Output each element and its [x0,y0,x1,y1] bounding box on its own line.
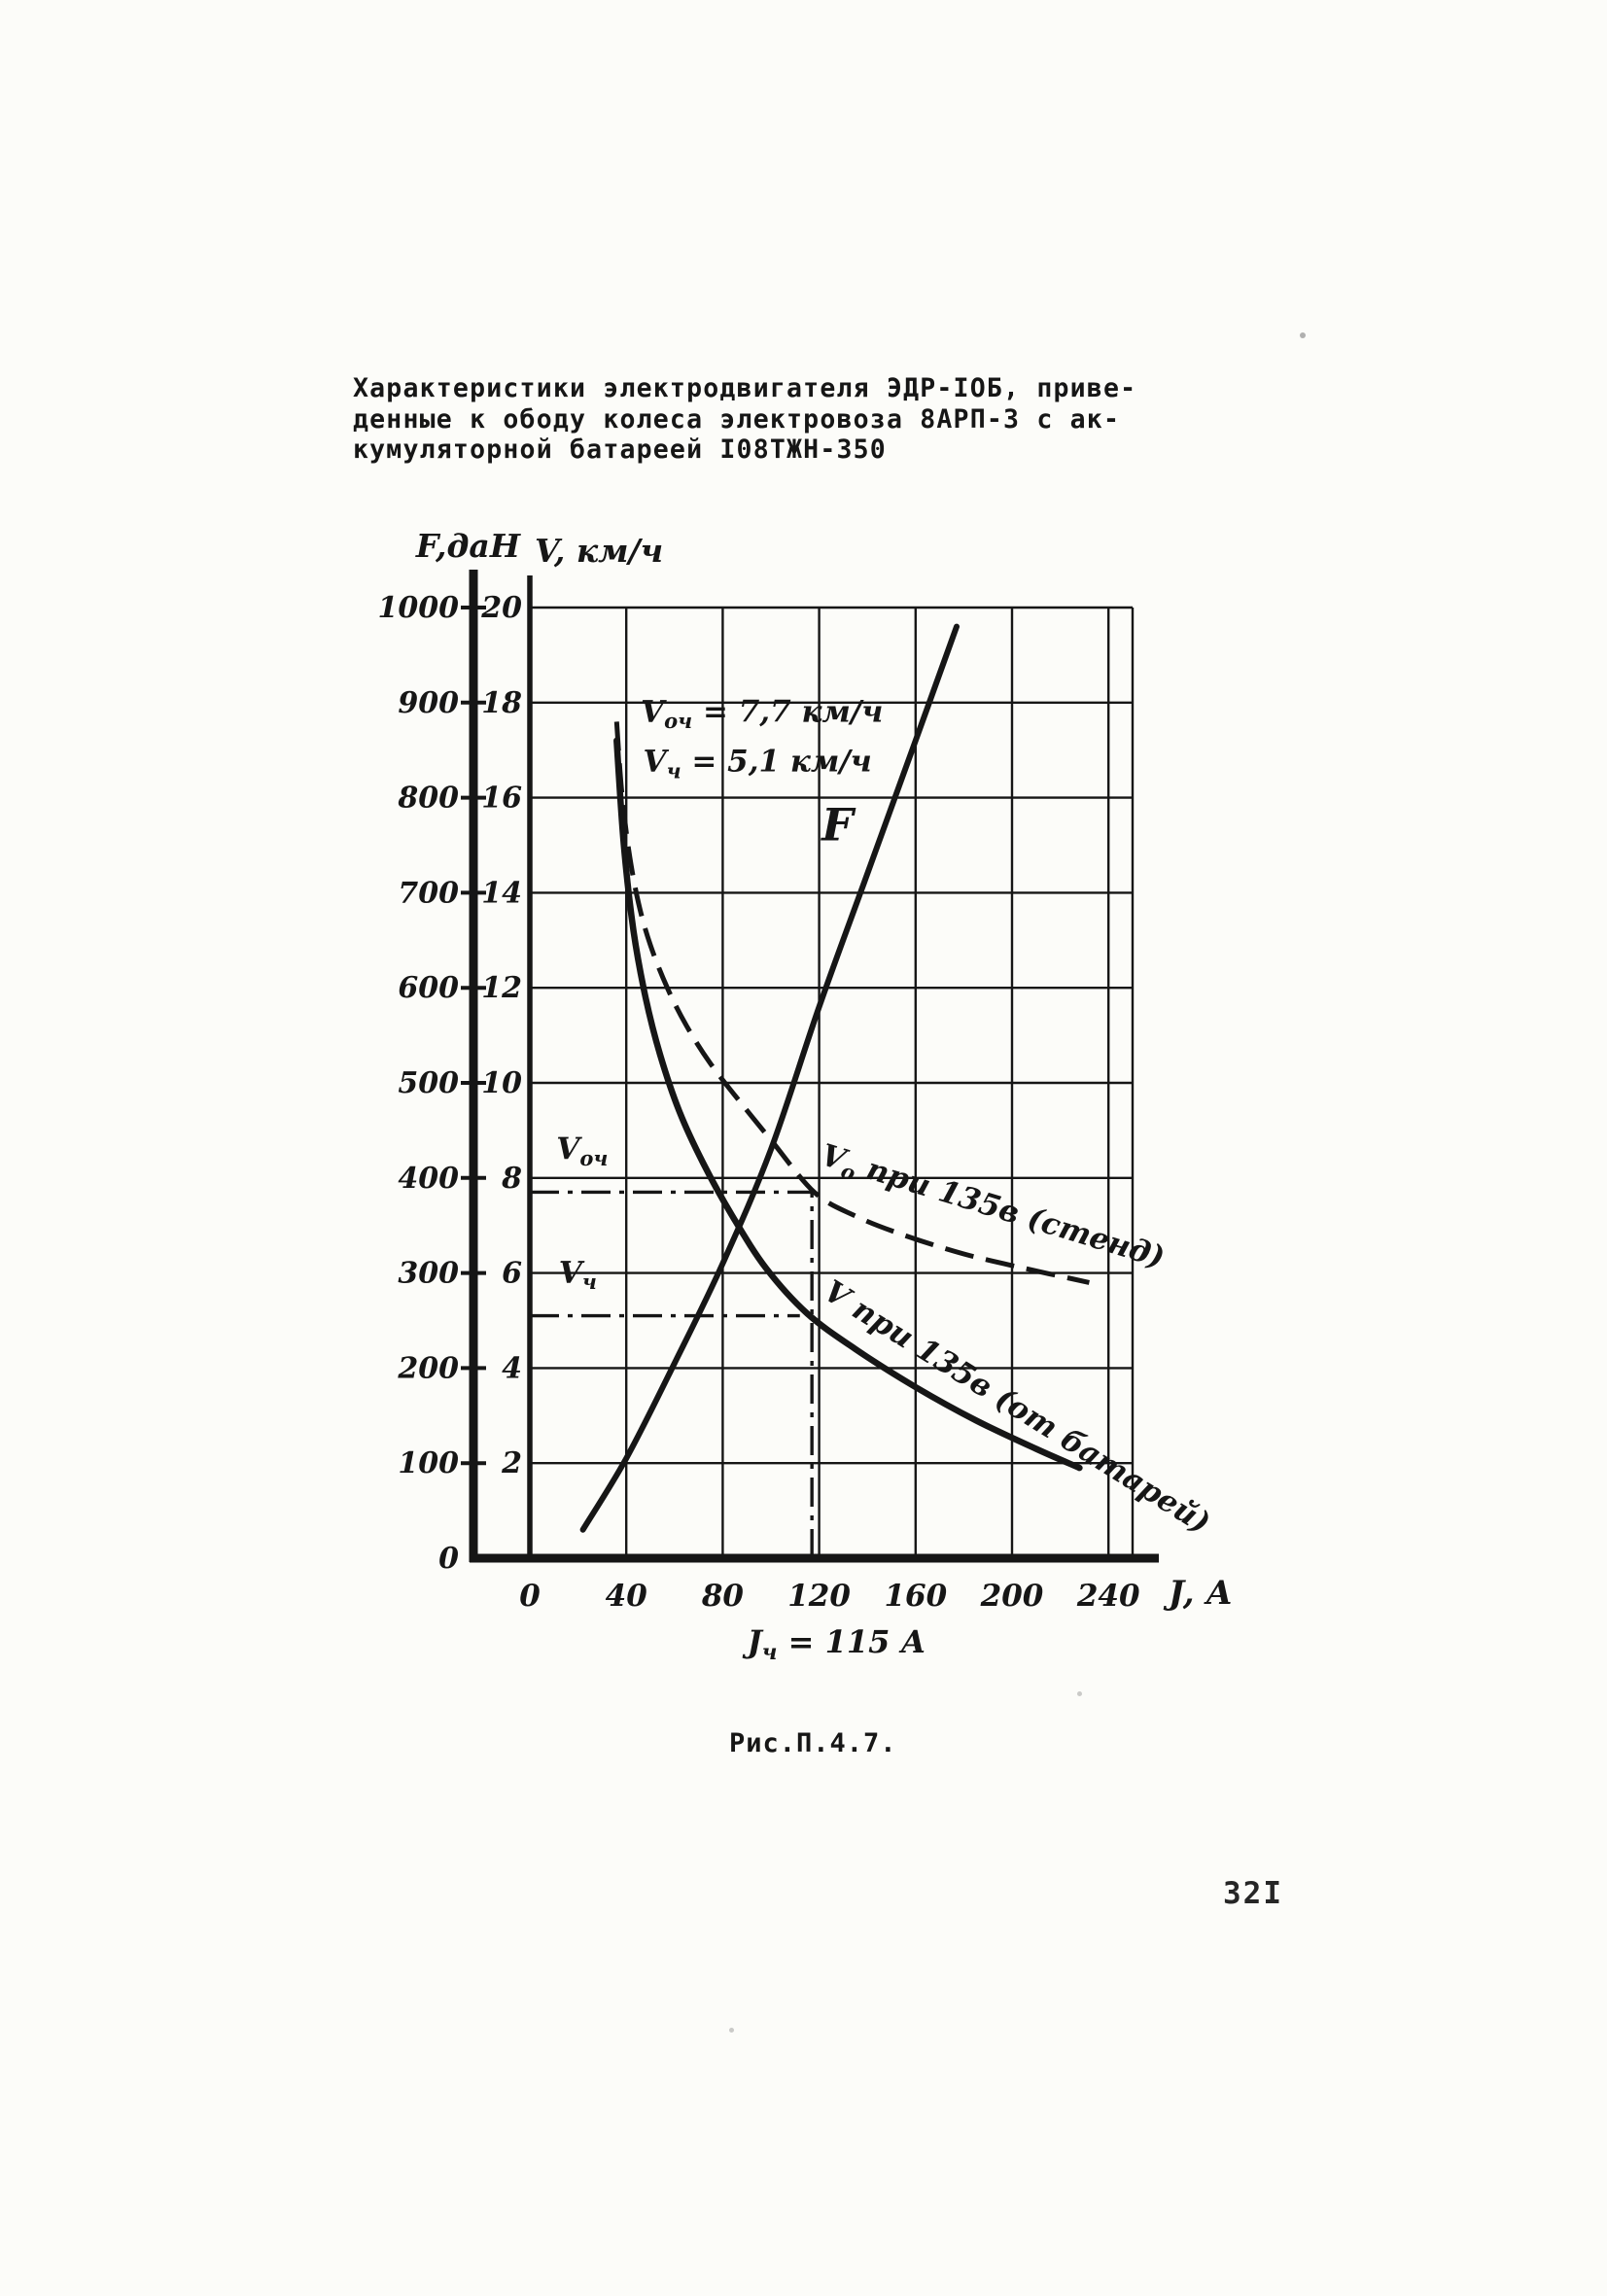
label-F: F [820,799,856,852]
f-tick-label: 900 [398,686,459,720]
f-tick-label: 400 [398,1162,459,1196]
x-tick-label: 160 [884,1579,947,1614]
v-tick-label: 10 [481,1066,522,1100]
chart-grid [530,606,1135,1558]
v-tick-label: 4 [502,1351,522,1385]
voch-axis-label: Vоч [556,1131,608,1170]
x-tick-label: 200 [980,1579,1044,1614]
x-tick-label: 240 [1076,1579,1140,1614]
jch-note: Jч = 115 А [742,1623,926,1665]
scan-speck [729,2028,734,2033]
label-battery: V при 135в (от батарей) [818,1273,1216,1541]
v-axis-title: V, км/ч [535,532,663,570]
vch-value: Vч = 5,1 км/ч [644,745,872,783]
f-axis-title: F,даН [415,527,522,565]
x-axis-title: J, А [1163,1574,1233,1613]
scan-speck [1300,332,1306,338]
f-tick-label: 200 [397,1351,459,1385]
v-tick-label: 2 [501,1446,522,1480]
curve-V-battery [613,737,1083,1472]
scan-speck [1077,1691,1082,1696]
v-tick-label: 6 [502,1257,522,1291]
v-tick-label: 18 [481,686,522,720]
figure-title-line: денные к ободу колеса электровоза 8АРП-3… [353,403,1121,435]
x-tick-label: 0 [519,1579,541,1614]
figure-title-line: кумуляторной батареей I08ТЖН-350 [353,435,887,465]
f-tick-label: 0 [438,1542,459,1576]
f-tick-label: 700 [398,876,459,910]
page-number: 32I [1223,1876,1283,1911]
f-tick-label: 500 [398,1066,459,1100]
label-stand: Vо при 135в (стенд) [816,1137,1169,1278]
x-tick-label: 80 [701,1579,745,1614]
v-tick-label: 16 [481,782,522,816]
v-tick-label: 14 [481,876,522,910]
x-tick-label: 120 [787,1579,851,1614]
figure-caption: Рис.П.4.7. [729,1728,897,1758]
f-tick-label: 100 [398,1446,459,1480]
vch-axis-label: Vч [559,1255,597,1294]
f-tick-label: 1000 [378,591,460,625]
curve-F [579,623,960,1533]
v-tick-label: 12 [481,971,522,1005]
curve-V0-stand [613,721,1090,1285]
reference-lines [530,1190,814,1558]
chart-axes [461,570,1159,1563]
f-tick-label: 600 [398,971,459,1005]
tick-labels: 0100200300400500600700800900100024681012… [378,591,1140,1614]
f-tick-label: 300 [398,1257,459,1291]
figure-title-line: Характеристики электродвигателя ЭДР-IОБ,… [353,373,1137,403]
x-tick-label: 40 [606,1579,648,1614]
voch-value: Vоч = 7,7 км/ч [641,694,883,733]
figure-title: Характеристики электродвигателя ЭДР-IОБ,… [353,373,1136,466]
v-tick-label: 20 [480,591,522,625]
f-tick-label: 800 [397,782,459,816]
v-tick-label: 8 [501,1162,522,1196]
